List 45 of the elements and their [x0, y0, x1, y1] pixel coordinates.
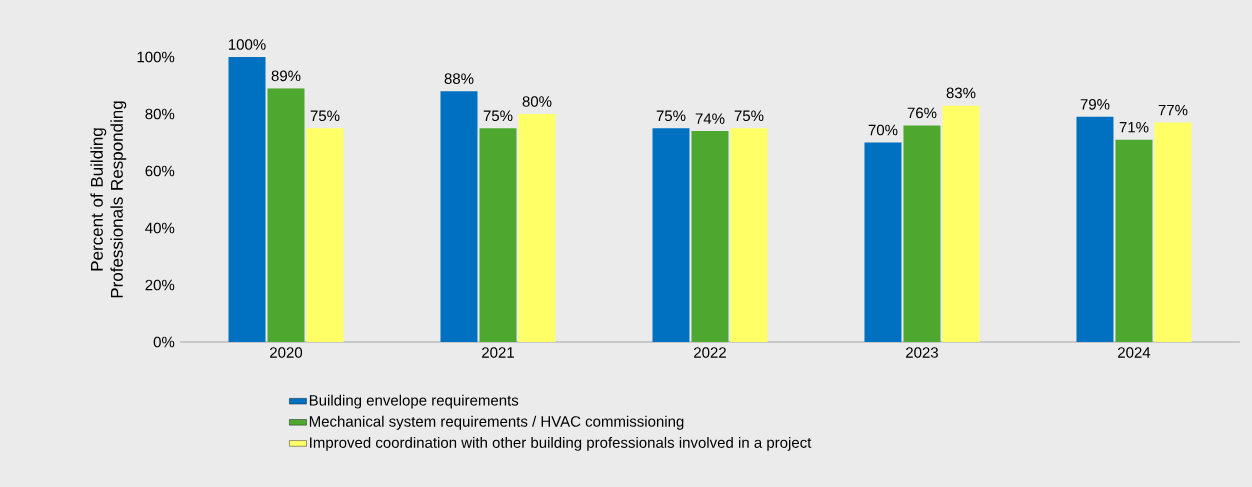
y-tick-label: 100%: [137, 51, 175, 63]
data-label: 77%: [1158, 104, 1188, 116]
data-label: 76%: [907, 107, 937, 119]
legend-label: Building envelope requirements: [309, 394, 519, 409]
bar: [1076, 116, 1114, 342]
bar: [864, 142, 902, 342]
data-label: 75%: [656, 110, 686, 122]
data-label: 75%: [310, 110, 340, 122]
bar: [306, 128, 344, 342]
x-tick-label: 2024: [1118, 347, 1151, 358]
bar: [1154, 122, 1192, 342]
data-label: 100%: [228, 39, 266, 50]
bar: [518, 114, 556, 342]
y-tick-label: 20%: [145, 279, 175, 291]
data-label: 70%: [868, 124, 898, 136]
bar: [479, 128, 517, 342]
data-label: 75%: [483, 110, 513, 122]
data-label: 79%: [1080, 99, 1110, 110]
y-axis-title: Percent of Building Professionals Responding: [90, 101, 127, 298]
y-tick-label: 40%: [145, 222, 175, 234]
bar: [903, 125, 941, 342]
y-tick-label: 60%: [145, 165, 175, 177]
bar: [267, 88, 305, 342]
data-label: 83%: [946, 87, 976, 99]
data-label: 89%: [271, 70, 301, 82]
x-tick-label: 2021: [482, 347, 514, 358]
bar: [1115, 139, 1153, 342]
data-label: 75%: [734, 110, 764, 122]
bar: [652, 128, 690, 342]
data-label: 71%: [1119, 121, 1149, 133]
legend-label: Improved coordination with other building professionals involved in a project: [310, 436, 812, 451]
bar: [228, 56, 266, 342]
bar: [942, 105, 980, 342]
y-tick-label: 0%: [153, 336, 175, 348]
bar: [730, 128, 768, 342]
data-label: 88%: [444, 73, 474, 84]
bar: [691, 131, 729, 342]
x-tick-label: 2020: [270, 347, 303, 358]
legend-label: Mechanical system requirements / HVAC commissioning: [309, 415, 684, 430]
y-tick-label: 80%: [145, 108, 175, 120]
x-tick-label: 2022: [694, 347, 726, 358]
data-label: 80%: [522, 96, 552, 107]
data-label: 74%: [695, 113, 725, 124]
x-tick-label: 2023: [906, 347, 938, 358]
bar: [440, 91, 478, 342]
